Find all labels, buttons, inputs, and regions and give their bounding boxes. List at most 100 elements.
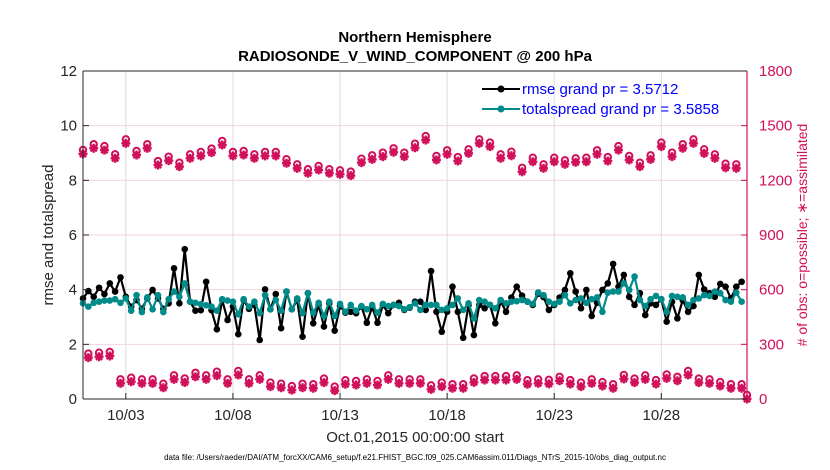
obs-assimilated-point [474, 138, 484, 148]
totalspread-point [577, 295, 585, 302]
totalspread-point [101, 297, 108, 304]
obs-assimilated-point [83, 353, 93, 363]
totalspread-point [625, 286, 633, 294]
obs-assimilated-point [239, 150, 249, 160]
obs-assimilated-point [576, 382, 586, 392]
rmse-point [170, 265, 178, 272]
rmse-point [566, 269, 574, 277]
totalspread-point [658, 295, 665, 303]
rmse-point [459, 334, 467, 342]
obs-assimilated-point [421, 135, 431, 145]
rmse-point [663, 318, 670, 325]
obs-assimilated-point [592, 149, 602, 159]
rmse-point [631, 301, 638, 309]
rmse-point [417, 298, 424, 305]
rmse-point [197, 306, 205, 314]
rmse-point [700, 286, 708, 293]
totalspread-point [711, 288, 719, 295]
rmse-point [101, 290, 108, 298]
totalspread-point [636, 296, 644, 304]
obs-assimilated-point [126, 377, 136, 387]
totalspread-point [352, 307, 360, 315]
obs-assimilated-point [464, 148, 474, 158]
rmse-point [117, 274, 124, 281]
obs-assimilated-point [549, 157, 559, 167]
totalspread-point [706, 292, 713, 300]
totalspread-point [486, 301, 494, 309]
rmse-point [272, 290, 280, 298]
totalspread-point [556, 298, 563, 305]
totalspread-point [550, 300, 558, 308]
totalspread-point [202, 301, 210, 309]
totalspread-point [315, 299, 322, 307]
totalspread-point [165, 295, 172, 303]
totalspread-point [170, 288, 178, 295]
rmse-point [181, 245, 189, 253]
obs-assimilated-point [298, 383, 308, 393]
obs-assimilated-point [89, 143, 99, 153]
legend-rmse-marker [497, 85, 505, 93]
obs-assimilated-point [651, 379, 661, 389]
obs-assimilated-point [587, 378, 597, 388]
obs-assimilated-point [517, 167, 527, 177]
obs-assimilated-point [308, 383, 318, 393]
totalspread-point [406, 303, 413, 311]
obs-assimilated-point [260, 151, 270, 161]
rmse-point [422, 306, 430, 314]
rmse-point [588, 312, 596, 320]
totalspread-point [218, 295, 226, 303]
rmse-point [684, 308, 692, 316]
obs-assimilated-point [624, 155, 634, 165]
rmse-point [331, 327, 338, 334]
totalspread-point [133, 291, 140, 299]
axes [82, 70, 748, 400]
grid [83, 71, 747, 399]
y-tick-label: 4 [69, 282, 77, 299]
totalspread-point [160, 308, 167, 316]
chart-subtitle: RADIOSONDE_V_WIND_COMPONENT @ 200 hPa [238, 48, 593, 65]
totalspread-point [400, 306, 408, 313]
totalspread-point [267, 306, 274, 313]
obs-assimilated-point [164, 156, 174, 166]
metric-series [79, 245, 745, 344]
totalspread-point [229, 298, 237, 305]
totalspread-point [224, 297, 231, 304]
y2-axis-label: # of obs: o=possible; ∗=assimilated [794, 124, 810, 347]
rmse-point [722, 283, 729, 290]
rmse-point [234, 330, 242, 338]
totalspread-point [234, 310, 242, 318]
rmse-point [577, 304, 585, 312]
obs-assimilated-point [705, 378, 715, 388]
legend-rmse-label: rmse grand pr = 3.5712 [522, 81, 678, 98]
obs-assimilated-point [276, 383, 286, 393]
y-tick-label: 0 [69, 391, 77, 408]
x-tick-label: 10/08 [214, 407, 252, 424]
obs-assimilated-point [437, 382, 447, 392]
obs-assimilated-point [383, 374, 393, 384]
totalspread-point [438, 306, 446, 314]
totalspread-point [336, 300, 344, 308]
totalspread-point [197, 300, 205, 308]
rmse-point [732, 283, 740, 290]
totalspread-point [449, 301, 456, 309]
obs-assimilated-point [132, 150, 142, 160]
chart-title: Northern Hemisphere [338, 29, 491, 46]
totalspread-point [561, 291, 569, 299]
obs-assimilated-point [496, 153, 506, 163]
totalspread-point [497, 296, 504, 304]
totalspread-point [299, 309, 306, 317]
totalspread-point [695, 295, 703, 302]
obs-assimilated-point [678, 143, 688, 153]
obs-assimilated-point [233, 370, 243, 380]
obs-assimilated-point [356, 158, 366, 168]
obs-assimilated-point [485, 142, 495, 152]
totalspread-point [90, 299, 98, 307]
totalspread-point [368, 301, 376, 309]
totalspread-point [529, 300, 537, 308]
totalspread-point [122, 295, 130, 302]
obs-assimilated-point [94, 352, 104, 362]
totalspread-point [186, 298, 194, 305]
obs-assimilated-point [217, 140, 227, 150]
totalspread-point [508, 298, 515, 305]
totalspread-point [417, 306, 424, 314]
